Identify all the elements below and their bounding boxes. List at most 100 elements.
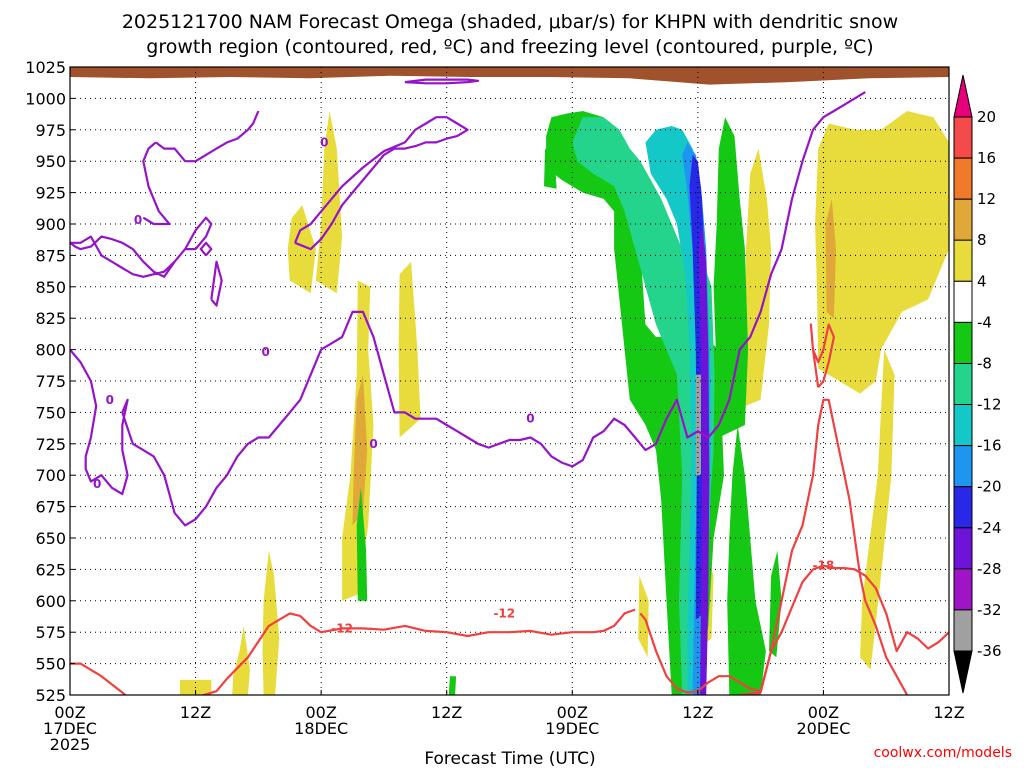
omega-region-downward-4-e bbox=[769, 550, 782, 658]
y-tick-label: 550 bbox=[35, 655, 66, 674]
y-tick-label: 725 bbox=[35, 435, 66, 454]
omega-region-upward-gt4-c bbox=[262, 550, 280, 695]
freezing-level-contour-label: 0 bbox=[106, 393, 114, 407]
y-tick-label: 575 bbox=[35, 623, 66, 642]
omega-region-upward-gt4-k bbox=[815, 111, 949, 394]
colorbar-label: -36 bbox=[977, 642, 1002, 660]
colorbar-label: -20 bbox=[977, 478, 1002, 496]
freezing-level-contour-label: 0 bbox=[369, 437, 377, 451]
omega-region-downward-24-a bbox=[698, 224, 710, 695]
omega-shading bbox=[179, 111, 949, 695]
y-tick-label: 975 bbox=[35, 121, 66, 140]
omega-region-upward-gt4-f bbox=[287, 205, 316, 294]
dgz-contour-3 bbox=[809, 323, 836, 389]
dgz-contour-label: -18 bbox=[813, 559, 835, 573]
omega-region-upward-gt4-e bbox=[398, 261, 421, 438]
y-tick-label: 650 bbox=[35, 529, 66, 548]
y-tick-label: 825 bbox=[35, 309, 66, 328]
colorbar-label: -32 bbox=[977, 601, 1002, 619]
y-tick-label: 1000 bbox=[25, 89, 66, 108]
colorbar-label: -8 bbox=[977, 355, 992, 373]
y-tick-label: 1025 bbox=[25, 58, 66, 77]
colorbar-bin bbox=[953, 116, 973, 159]
omega-region-downward-4-g bbox=[544, 148, 557, 189]
y-tick-label: 875 bbox=[35, 246, 66, 265]
freezing-level-contour-label: 0 bbox=[320, 135, 328, 149]
freezing-level-contour-7 bbox=[404, 78, 480, 85]
chart-title-line1: 2025121700 NAM Forecast Omega (shaded, μ… bbox=[122, 11, 898, 33]
x-tick-label: 20DEC bbox=[796, 719, 850, 738]
omega-region-upward-gt8-b bbox=[825, 198, 836, 319]
omega-region-downward-4-d bbox=[727, 425, 766, 695]
dgz-contour-label: -12 bbox=[331, 621, 353, 635]
x-tick-label: 12Z bbox=[682, 703, 713, 722]
colorbar-bin bbox=[953, 239, 973, 282]
dgz-contour-2 bbox=[739, 398, 909, 695]
colorbar-bottom-arrow bbox=[953, 650, 973, 694]
colorbar-bin bbox=[953, 280, 973, 323]
credit-link[interactable]: coolwx.com/models bbox=[874, 745, 1012, 761]
omega-region-upward-gt4-j bbox=[744, 148, 772, 407]
omega-region-upward-gt4-l bbox=[860, 349, 895, 670]
y-tick-label: 950 bbox=[35, 152, 66, 171]
omega-region-downward-8-a bbox=[572, 117, 715, 695]
x-tick-label: 12Z bbox=[180, 703, 211, 722]
y-tick-label: 850 bbox=[35, 278, 66, 297]
freezing-level-contour-4 bbox=[210, 260, 223, 307]
omega-region-upward-gt4-b bbox=[232, 625, 250, 695]
x-tick-label: 00Z bbox=[54, 703, 85, 722]
omega-region-downward-4-c bbox=[546, 111, 724, 695]
omega-region-downward-4-a bbox=[356, 487, 368, 601]
x-tick-label: 00Z bbox=[808, 703, 839, 722]
omega-region-downward-32-a bbox=[695, 374, 701, 476]
x-tick-label: 18DEC bbox=[294, 719, 348, 738]
x-tick-label: 19DEC bbox=[545, 719, 599, 738]
colorbar-label: 16 bbox=[977, 149, 996, 167]
freezing-level-contour-label: 0 bbox=[93, 477, 101, 491]
plot-area: -12 -12 -18 0 0 0 0 0 0 0 bbox=[70, 67, 949, 695]
freezing-level-contour-2 bbox=[142, 141, 171, 226]
colorbar-bin bbox=[953, 527, 973, 570]
y-tick-label: 750 bbox=[35, 403, 66, 422]
colorbar-bin bbox=[953, 363, 973, 406]
freezing-level-contour-0 bbox=[70, 91, 866, 527]
x-axis-label: Forecast Time (UTC) bbox=[424, 749, 595, 768]
dgz-contour-1 bbox=[639, 564, 949, 694]
terrain bbox=[70, 67, 949, 85]
y-tick-label: 775 bbox=[35, 372, 66, 391]
colorbar-bin bbox=[953, 404, 973, 447]
x-tick-label: 12Z bbox=[933, 703, 964, 722]
omega-region-downward-4-b bbox=[448, 676, 457, 695]
colorbar-bin bbox=[953, 157, 973, 200]
x-tick-label: 12Z bbox=[431, 703, 462, 722]
freezing-level-contour-label: 0 bbox=[526, 412, 534, 426]
y-tick-label: 675 bbox=[35, 498, 66, 517]
freezing-level-contour-1 bbox=[70, 216, 213, 278]
dgz-contour-label: -12 bbox=[493, 606, 515, 620]
x-tick-label: 2025 bbox=[50, 735, 91, 754]
colorbar-bin bbox=[953, 445, 973, 488]
freezing-level-contour-label: 0 bbox=[134, 213, 142, 227]
colorbar-bin bbox=[953, 198, 973, 241]
dgz-contour-0 bbox=[70, 608, 636, 695]
y-axis: 525 550 575 600 625 650 675 700 725 750 775 800 825 8… bbox=[25, 58, 75, 705]
colorbar-label: -12 bbox=[977, 396, 1002, 414]
y-tick-label: 625 bbox=[35, 560, 66, 579]
colorbar-label: -4 bbox=[977, 313, 992, 331]
freezing-level-contour-3 bbox=[155, 110, 260, 163]
colorbar-label: 4 bbox=[977, 272, 987, 290]
x-tick-label: 00Z bbox=[557, 703, 588, 722]
colorbar-label: -24 bbox=[977, 519, 1002, 537]
colorbar-bin bbox=[953, 321, 973, 364]
y-tick-label: 925 bbox=[35, 184, 66, 203]
freezing-level-contour-6 bbox=[293, 116, 469, 251]
terrain-fill bbox=[70, 67, 949, 85]
colorbar-label: 8 bbox=[977, 231, 987, 249]
freezing-level-contour-label: 0 bbox=[262, 345, 270, 359]
omega-region-upward-gt8-a bbox=[352, 374, 368, 526]
omega-region-downward-4-f bbox=[713, 117, 749, 438]
x-tick-label: 17DEC bbox=[43, 719, 97, 738]
colorbar: 20 16 12 8 4 -4 -8 -12 -16 -20 -24 -28 -32 -36 bbox=[953, 74, 1002, 694]
